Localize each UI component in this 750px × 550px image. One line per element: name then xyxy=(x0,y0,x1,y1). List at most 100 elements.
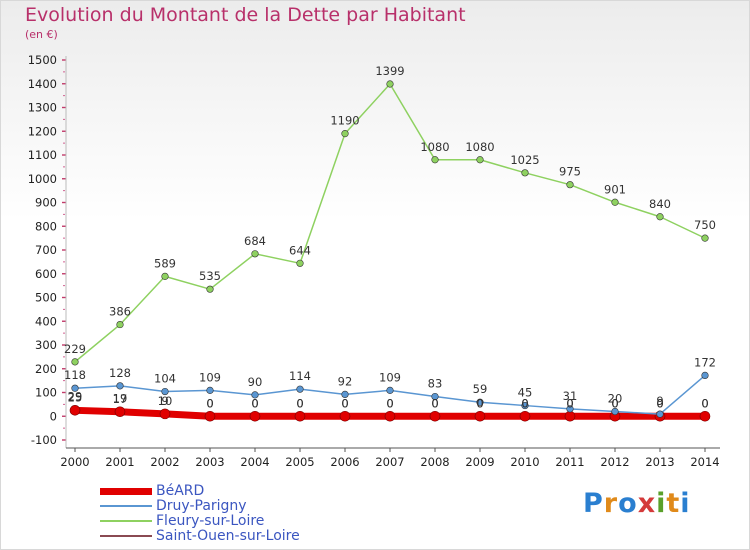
data-label-b-ard: 10 xyxy=(158,394,173,408)
data-label-druy-parigny: 83 xyxy=(428,377,443,391)
proxiti-logo: Proxiti xyxy=(583,488,691,519)
y-tick-label: 300 xyxy=(35,338,57,352)
data-label-druy-parigny: 109 xyxy=(379,370,401,384)
legend-item: Druy-Parigny xyxy=(100,498,247,514)
data-label-saint-ouen-sur-loire: 0 xyxy=(476,396,483,410)
data-point-b-ard xyxy=(339,410,351,422)
data-point-fleury-sur-loire xyxy=(476,156,484,164)
data-point-druy-parigny xyxy=(656,410,664,418)
data-label-b-ard: 0 xyxy=(251,396,258,410)
data-point-druy-parigny xyxy=(701,371,709,380)
data-point-druy-parigny xyxy=(71,384,79,392)
data-point-druy-parigny xyxy=(116,382,124,390)
data-point-b-ard xyxy=(159,408,171,420)
data-label-fleury-sur-loire: 644 xyxy=(289,243,311,257)
data-point-b-ard xyxy=(204,410,216,422)
data-label-b-ard: 0 xyxy=(296,396,303,410)
y-tick-label: 600 xyxy=(35,267,57,281)
data-point-fleury-sur-loire xyxy=(341,130,349,138)
data-point-druy-parigny xyxy=(161,387,169,396)
data-label-b-ard: 0 xyxy=(386,396,393,410)
data-point-fleury-sur-loire xyxy=(386,80,394,88)
logo-letter: P xyxy=(583,488,604,519)
data-label-saint-ouen-sur-loire: 0 xyxy=(566,396,573,410)
data-point-b-ard xyxy=(564,410,576,422)
x-tick-label: 2013 xyxy=(645,455,674,469)
data-point-druy-parigny xyxy=(341,390,349,399)
y-tick-label: 500 xyxy=(35,291,57,305)
logo-letter: r xyxy=(603,488,619,519)
data-label-fleury-sur-loire: 1080 xyxy=(420,140,449,154)
data-label-fleury-sur-loire: 975 xyxy=(559,165,581,179)
data-label-b-ard: 0 xyxy=(431,396,438,410)
data-point-druy-parigny xyxy=(296,385,304,393)
x-tick-label: 2010 xyxy=(510,455,539,469)
y-tick-label: 0 xyxy=(50,409,57,423)
data-point-druy-parigny xyxy=(566,405,574,413)
data-label-saint-ouen-sur-loire: 17 xyxy=(113,392,128,406)
data-label-druy-parigny: 31 xyxy=(563,389,578,403)
x-tick-label: 2000 xyxy=(60,455,89,469)
y-tick-label: 200 xyxy=(35,362,57,376)
legend-swatch xyxy=(100,505,152,507)
data-label-saint-ouen-sur-loire: 0 xyxy=(386,396,393,410)
x-tick-label: 2002 xyxy=(150,455,179,469)
logo-letter: x xyxy=(637,488,657,519)
data-label-saint-ouen-sur-loire: 0 xyxy=(341,396,348,410)
data-label-saint-ouen-sur-loire: 29 xyxy=(68,389,83,403)
data-point-fleury-sur-loire xyxy=(611,198,619,206)
x-tick-label: 2009 xyxy=(465,455,494,469)
y-tick-label: 800 xyxy=(35,219,57,233)
data-label-druy-parigny: 92 xyxy=(338,374,353,388)
x-tick-label: 2008 xyxy=(420,455,449,469)
x-tick-label: 2006 xyxy=(330,455,359,469)
data-label-b-ard: 0 xyxy=(206,396,213,410)
y-tick-label: 1200 xyxy=(28,124,57,138)
data-point-druy-parigny xyxy=(431,392,439,401)
x-tick-label: 2014 xyxy=(690,455,719,469)
y-tick-label: 400 xyxy=(35,314,57,328)
data-label-druy-parigny: 114 xyxy=(289,369,311,383)
data-label-saint-ouen-sur-loire: 0 xyxy=(611,396,618,410)
data-label-fleury-sur-loire: 535 xyxy=(199,269,221,283)
x-tick-label: 2011 xyxy=(555,455,584,469)
data-point-fleury-sur-loire xyxy=(296,259,304,267)
axes: -100010020030040050060070080090010001100… xyxy=(28,53,720,469)
data-label-b-ard: 19 xyxy=(113,392,128,406)
data-point-druy-parigny xyxy=(521,401,529,410)
data-point-b-ard xyxy=(474,410,486,422)
y-tick-label: 1000 xyxy=(28,172,57,186)
y-tick-label: 1500 xyxy=(28,53,57,67)
data-point-fleury-sur-loire xyxy=(206,285,214,293)
data-label-b-ard: 0 xyxy=(521,396,528,410)
data-label-druy-parigny: 20 xyxy=(608,392,623,406)
data-point-b-ard xyxy=(114,406,126,418)
x-tick-label: 2005 xyxy=(285,455,314,469)
logo-letter: t xyxy=(666,488,681,519)
data-point-b-ard xyxy=(69,405,81,416)
x-tick-label: 2003 xyxy=(195,455,224,469)
data-label-saint-ouen-sur-loire: 0 xyxy=(296,396,303,410)
data-point-fleury-sur-loire xyxy=(566,181,574,189)
y-tick-label: 1100 xyxy=(28,148,57,162)
data-point-fleury-sur-loire xyxy=(431,156,439,164)
x-tick-label: 2004 xyxy=(240,455,269,469)
series-group xyxy=(69,80,711,422)
data-label-saint-ouen-sur-loire: 0 xyxy=(701,396,708,410)
data-label-druy-parigny: 9 xyxy=(656,394,663,408)
data-point-fleury-sur-loire xyxy=(521,169,529,177)
logo-letter: i xyxy=(656,488,667,519)
data-label-saint-ouen-sur-loire: 9 xyxy=(161,394,168,408)
data-point-druy-parigny xyxy=(611,407,619,416)
y-tick-label: 1300 xyxy=(28,101,57,115)
y-tick-label: 900 xyxy=(35,196,57,210)
chart-unit: (en €) xyxy=(25,28,58,41)
data-label-fleury-sur-loire: 1190 xyxy=(330,114,359,128)
x-tick-label: 2007 xyxy=(375,455,404,469)
legend-label: Fleury-sur-Loire xyxy=(156,513,265,529)
y-tick-label: -100 xyxy=(31,433,57,447)
data-point-druy-parigny xyxy=(386,386,394,394)
legend-label: Druy-Parigny xyxy=(156,498,247,514)
legend-item: Fleury-sur-Loire xyxy=(100,513,264,529)
series-line-fleury-sur-loire xyxy=(74,83,706,363)
